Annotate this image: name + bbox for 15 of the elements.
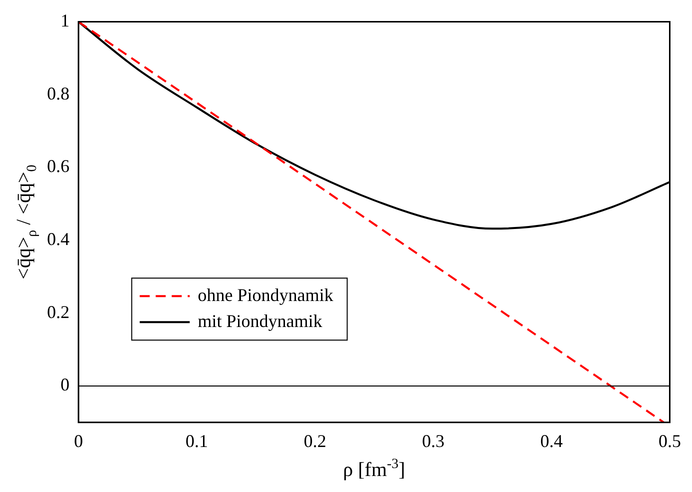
y-tick-label: 0	[60, 374, 70, 395]
x-tick-label: 0.4	[540, 430, 563, 451]
x-tick-label: 0.1	[186, 430, 208, 451]
y-tick-label: 1	[60, 10, 70, 31]
y-tick-label: 0.4	[47, 229, 70, 250]
x-tick-label: 0	[74, 430, 83, 451]
y-axis-title: <q̄q>ρ / <q̄q>0	[13, 164, 40, 280]
y-tick-label: 0.6	[47, 156, 70, 176]
legend-label: mit Piondynamik	[198, 310, 322, 331]
legend-label: ohne Piondynamik	[198, 284, 334, 305]
x-tick-label: 0.2	[304, 430, 326, 451]
y-tick-label: 0.2	[47, 302, 70, 322]
x-tick-label: 0.5	[658, 430, 681, 451]
x-tick-label: 0.3	[422, 430, 444, 451]
y-tick-label: 0.8	[47, 83, 70, 104]
